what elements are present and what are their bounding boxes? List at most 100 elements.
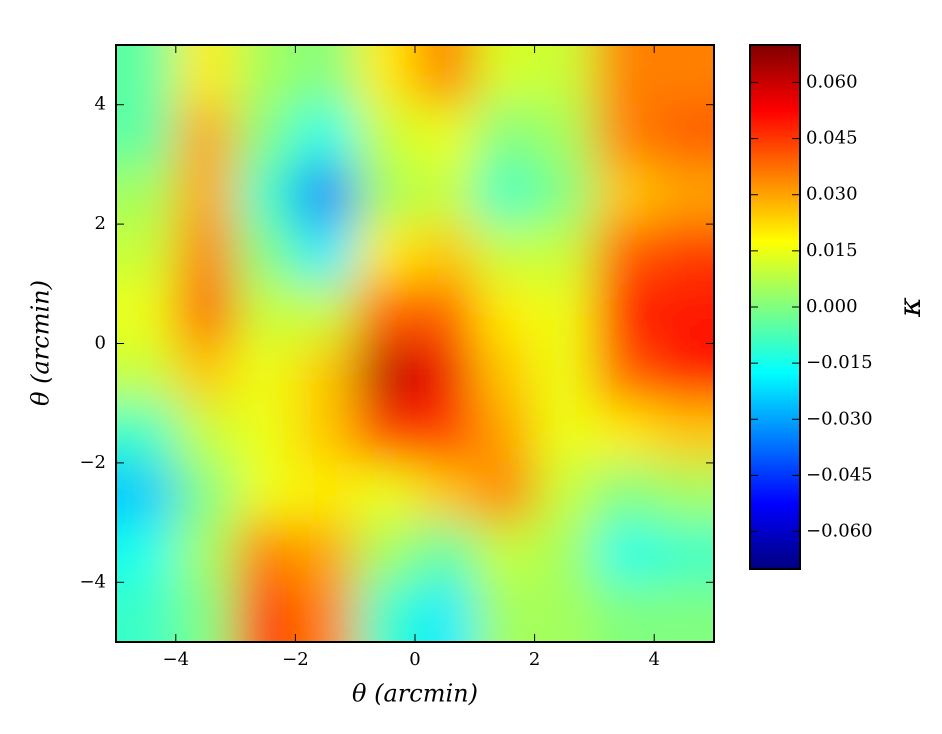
heatmap-cell <box>175 283 237 344</box>
heatmap-cell <box>295 224 356 285</box>
heatmap-cell <box>654 462 714 524</box>
y-axis-label: θ (arcmin) <box>27 280 55 406</box>
heatmap-cell <box>295 462 356 524</box>
heatmap-cell <box>654 45 714 106</box>
heatmap-cell <box>594 104 655 165</box>
heatmap-cell <box>175 343 237 404</box>
heatmap-cell <box>474 283 536 344</box>
heatmap-cell <box>534 462 595 524</box>
heatmap-cell <box>474 522 536 583</box>
x-tick-label: 4 <box>648 649 659 670</box>
heatmap-cell <box>235 224 296 285</box>
heatmap-cell <box>175 582 237 642</box>
colorbar-tick-label: 0.030 <box>806 184 858 205</box>
heatmap-cell <box>474 164 536 225</box>
heatmap-cell <box>415 462 476 524</box>
heatmap-cell <box>594 462 655 524</box>
heatmap-cell <box>295 164 356 225</box>
heatmap-cell <box>175 522 237 583</box>
heatmap-cell <box>235 522 296 583</box>
heatmap-cell <box>355 104 416 165</box>
heatmap-cell <box>654 104 714 165</box>
heatmap-cell <box>175 403 237 464</box>
y-tick-label: 0 <box>95 333 106 354</box>
heatmap-cell <box>534 522 595 583</box>
heatmap-cell <box>534 164 595 225</box>
colorbar-label: κ <box>893 297 928 318</box>
colorbar-tick-label: 0.045 <box>806 128 858 149</box>
y-tick-label: −4 <box>79 571 106 592</box>
heatmap-cell <box>116 104 177 165</box>
heatmap-cell <box>355 283 416 344</box>
heatmap-cell <box>415 164 476 225</box>
heatmap-cell <box>355 403 416 464</box>
heatmap-cell <box>116 403 177 464</box>
heatmap-cell <box>534 224 595 285</box>
heatmap-cells <box>116 45 714 642</box>
heatmap-cell <box>594 522 655 583</box>
heatmap-cell <box>415 224 476 285</box>
heatmap-cell <box>295 45 356 106</box>
heatmap-cell <box>116 45 177 106</box>
heatmap-cell <box>415 343 476 404</box>
heatmap-cell <box>534 582 595 642</box>
heatmap-cell <box>116 522 177 583</box>
heatmap-cell <box>175 224 237 285</box>
heatmap-cell <box>534 104 595 165</box>
heatmap-cell <box>355 582 416 642</box>
heatmap-cell <box>175 104 237 165</box>
heatmap-cell <box>235 403 296 464</box>
heatmap-cell <box>175 45 237 106</box>
heatmap-cell <box>355 462 416 524</box>
heatmap-cell <box>235 343 296 404</box>
colorbar-tick-label: −0.060 <box>806 521 873 542</box>
heatmap-cell <box>295 104 356 165</box>
heatmap-cell <box>415 403 476 464</box>
heatmap-cell <box>594 283 655 344</box>
heatmap-cell <box>594 164 655 225</box>
y-tick-label: 4 <box>95 94 106 115</box>
heatmap-cell <box>415 104 476 165</box>
heatmap-cell <box>116 224 177 285</box>
heatmap-cell <box>116 462 177 524</box>
heatmap-cell <box>654 343 714 404</box>
colorbar-tick-label: 0.000 <box>806 296 858 317</box>
heatmap-cell <box>235 582 296 642</box>
heatmap-cell <box>415 45 476 106</box>
colorbar-tick-label: −0.030 <box>806 408 873 429</box>
heatmap-cell <box>474 582 536 642</box>
x-tick-label: −2 <box>282 649 309 670</box>
heatmap-cell <box>355 45 416 106</box>
x-tick-label: 0 <box>409 649 420 670</box>
heatmap-cell <box>116 164 177 225</box>
heatmap-cell <box>295 403 356 464</box>
x-axis-label: θ (arcmin) <box>352 680 478 708</box>
heatmap-cell <box>594 582 655 642</box>
heatmap-cell <box>654 164 714 225</box>
heatmap-cell <box>355 224 416 285</box>
heatmap-cell <box>594 403 655 464</box>
heatmap-cell <box>235 462 296 524</box>
colorbar <box>750 45 800 569</box>
heatmap-cell <box>474 45 536 106</box>
heatmap-cell <box>534 283 595 344</box>
heatmap-cell <box>654 283 714 344</box>
colorbar-tick-label: −0.015 <box>806 352 873 373</box>
heatmap-cell <box>654 522 714 583</box>
heatmap-cell <box>474 343 536 404</box>
heatmap-cell <box>474 462 536 524</box>
heatmap-cell <box>175 164 237 225</box>
heatmap-cell <box>415 283 476 344</box>
heatmap-cell <box>295 283 356 344</box>
heatmap-cell <box>654 582 714 642</box>
heatmap-cell <box>474 403 536 464</box>
y-tick-label: 2 <box>95 213 106 234</box>
heatmap-cell <box>534 343 595 404</box>
x-tick-label: −4 <box>163 649 190 670</box>
heatmap-cell <box>235 104 296 165</box>
heatmap-cell <box>415 522 476 583</box>
heatmap-cell <box>175 462 237 524</box>
heatmap-cell <box>355 343 416 404</box>
colorbar-tick-label: 0.060 <box>806 71 858 92</box>
